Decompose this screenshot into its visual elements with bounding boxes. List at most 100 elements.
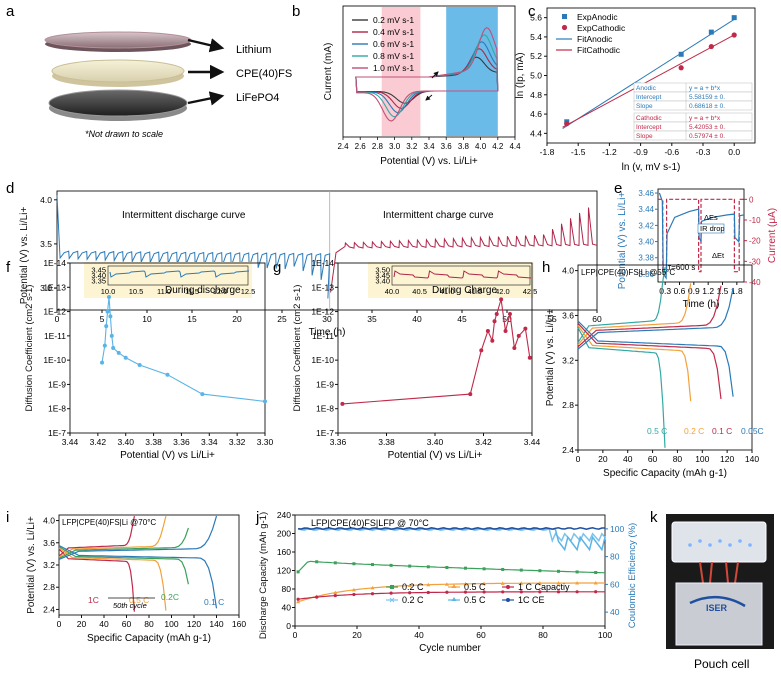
not-to-scale-note: *Not drawn to scale [85, 129, 163, 139]
charge-profile-4 [58, 515, 218, 560]
x-tick-label: 55 [547, 314, 557, 324]
data-point [507, 312, 512, 316]
inset-x-tick-label: 42.5 [523, 287, 538, 296]
charge-profile-1 [58, 515, 135, 557]
annotation-charge: Intermittent charge curve [383, 210, 494, 221]
capacity-marker [482, 590, 486, 594]
series-label: 0.2C [161, 592, 179, 602]
data-point [479, 348, 484, 353]
x-tick-label: 140 [745, 454, 759, 464]
legend-label: 0.6 mV s-1 [373, 39, 414, 49]
data-point [137, 363, 142, 367]
x-tick-label: 0 [576, 454, 581, 464]
annotation-ir-drop: IR drop [700, 224, 725, 233]
y-tick-label: 3.44 [638, 205, 654, 214]
ce-line-2 [297, 527, 606, 552]
x-tick-label: 1.8 [731, 286, 743, 296]
y-tick-label: 1E-9 [48, 379, 66, 389]
capacity-marker [463, 590, 468, 594]
table-value: 0.68618 ± 0. [689, 103, 725, 110]
inset-x-tick-label: 41.0 [440, 287, 455, 296]
series-label: 1C [88, 595, 99, 605]
x-tick-label: 140 [209, 619, 223, 629]
y-tick-label: 1E-12 [43, 307, 66, 317]
x-axis-label: Potential (V) vs. Li/Li+ [380, 156, 478, 167]
y-tick-label: 4.0 [43, 516, 55, 526]
inset-x-tick-label: 12.5 [241, 287, 256, 296]
table-value: y = a + b*x [689, 85, 721, 92]
y-tick-label: 2.4 [43, 604, 55, 614]
capacity-marker [519, 590, 523, 594]
y-tick-label: 3.0 [40, 283, 52, 293]
chart-j: 0 20 40 60 80 100 0 40 80 120 160 200 240 40 60 80 100 Cy… [258, 510, 638, 654]
y-tick-label-right: 100 [610, 524, 624, 534]
x-tick-label: 80 [673, 454, 683, 464]
capacity-marker [538, 569, 542, 573]
inset-x-tick-label: 40.0 [385, 287, 400, 296]
ce-line-1 [297, 527, 606, 543]
pouch-cell-body [675, 582, 763, 646]
capacity-marker [333, 590, 338, 595]
point-cathodic [708, 43, 714, 50]
x-tick-label: 4.4 [509, 142, 521, 151]
legend-label: 1C CE [518, 595, 545, 605]
discharge-profile-4 [577, 320, 734, 397]
ce-line-3 [298, 527, 605, 530]
capacity-marker [333, 593, 337, 598]
y-tick-label: 5.2 [530, 51, 542, 61]
inset-y-tick-label: 3.40 [375, 277, 390, 286]
tab-wires [699, 561, 739, 584]
y-axis-label-right: Coulombic Efficiency (%) [627, 523, 638, 628]
x-axis-label: Cycle number [419, 643, 481, 654]
x-tick-label: 20 [598, 454, 608, 464]
panel-label-e: e [614, 180, 622, 197]
x-tick-label: 2.6 [355, 142, 367, 151]
label-lithium: Lithium [236, 44, 271, 56]
x-tick-label: 5 [100, 314, 105, 324]
panel-label-a: a [6, 3, 15, 20]
series-label: 0.1 C [204, 597, 224, 607]
x-tick-label: 120 [720, 454, 734, 464]
x-tick-label: 15 [187, 314, 197, 324]
x-tick-label: 3.8 [458, 142, 470, 151]
capacity-marker [315, 595, 319, 599]
panel-label-d: d [6, 180, 14, 197]
charge-profile-2 [58, 515, 167, 558]
data-point [485, 329, 490, 333]
table-key: Cathodic [636, 115, 662, 122]
capacity-marker [370, 592, 375, 596]
legend-label: ExpCathodic [577, 23, 626, 33]
fit-line-cathodic [562, 33, 737, 128]
capacity-marker [538, 590, 542, 594]
y-tick-label-right: -10 [749, 216, 761, 225]
discharge-profile-4 [58, 545, 218, 609]
legend-marker [506, 585, 510, 589]
x-tick-label: 120 [187, 619, 201, 629]
panel-label-k: k [650, 509, 658, 526]
lfp-disc [48, 89, 188, 121]
annotation-tau: τ=600 s [668, 263, 695, 272]
capacity-marker [593, 581, 598, 585]
x-tick-label: 100 [164, 619, 178, 629]
capacity-marker [426, 582, 431, 587]
data-point [102, 343, 107, 348]
y-tick-label: 1E-10 [311, 355, 334, 365]
y-tick-label: 120 [277, 566, 291, 576]
x-tick-label: 0.6 [674, 286, 686, 296]
y-tick-label: 1E-7 [48, 428, 66, 438]
x-tick-label: 3.4 [423, 142, 435, 151]
x-tick-label: 3.42 [475, 437, 492, 447]
y-tick-label: 5.0 [530, 71, 542, 81]
capacity-marker [333, 561, 337, 565]
capacity-marker [501, 590, 505, 594]
table-key: Intercept [636, 94, 661, 101]
legend-label: 1 C Capactiy [518, 582, 570, 592]
series-label: 0.1 C [712, 426, 732, 436]
cycle-note: 50th cycle [113, 601, 147, 610]
x-tick-label: -1.2 [602, 147, 617, 157]
inset-y-tick-label: 3.45 [91, 266, 106, 275]
data-point [107, 295, 111, 299]
capacity-marker [482, 581, 487, 586]
inset-x-tick-label: 40.5 [412, 287, 427, 296]
x-tick-label: 3.36 [173, 437, 190, 447]
